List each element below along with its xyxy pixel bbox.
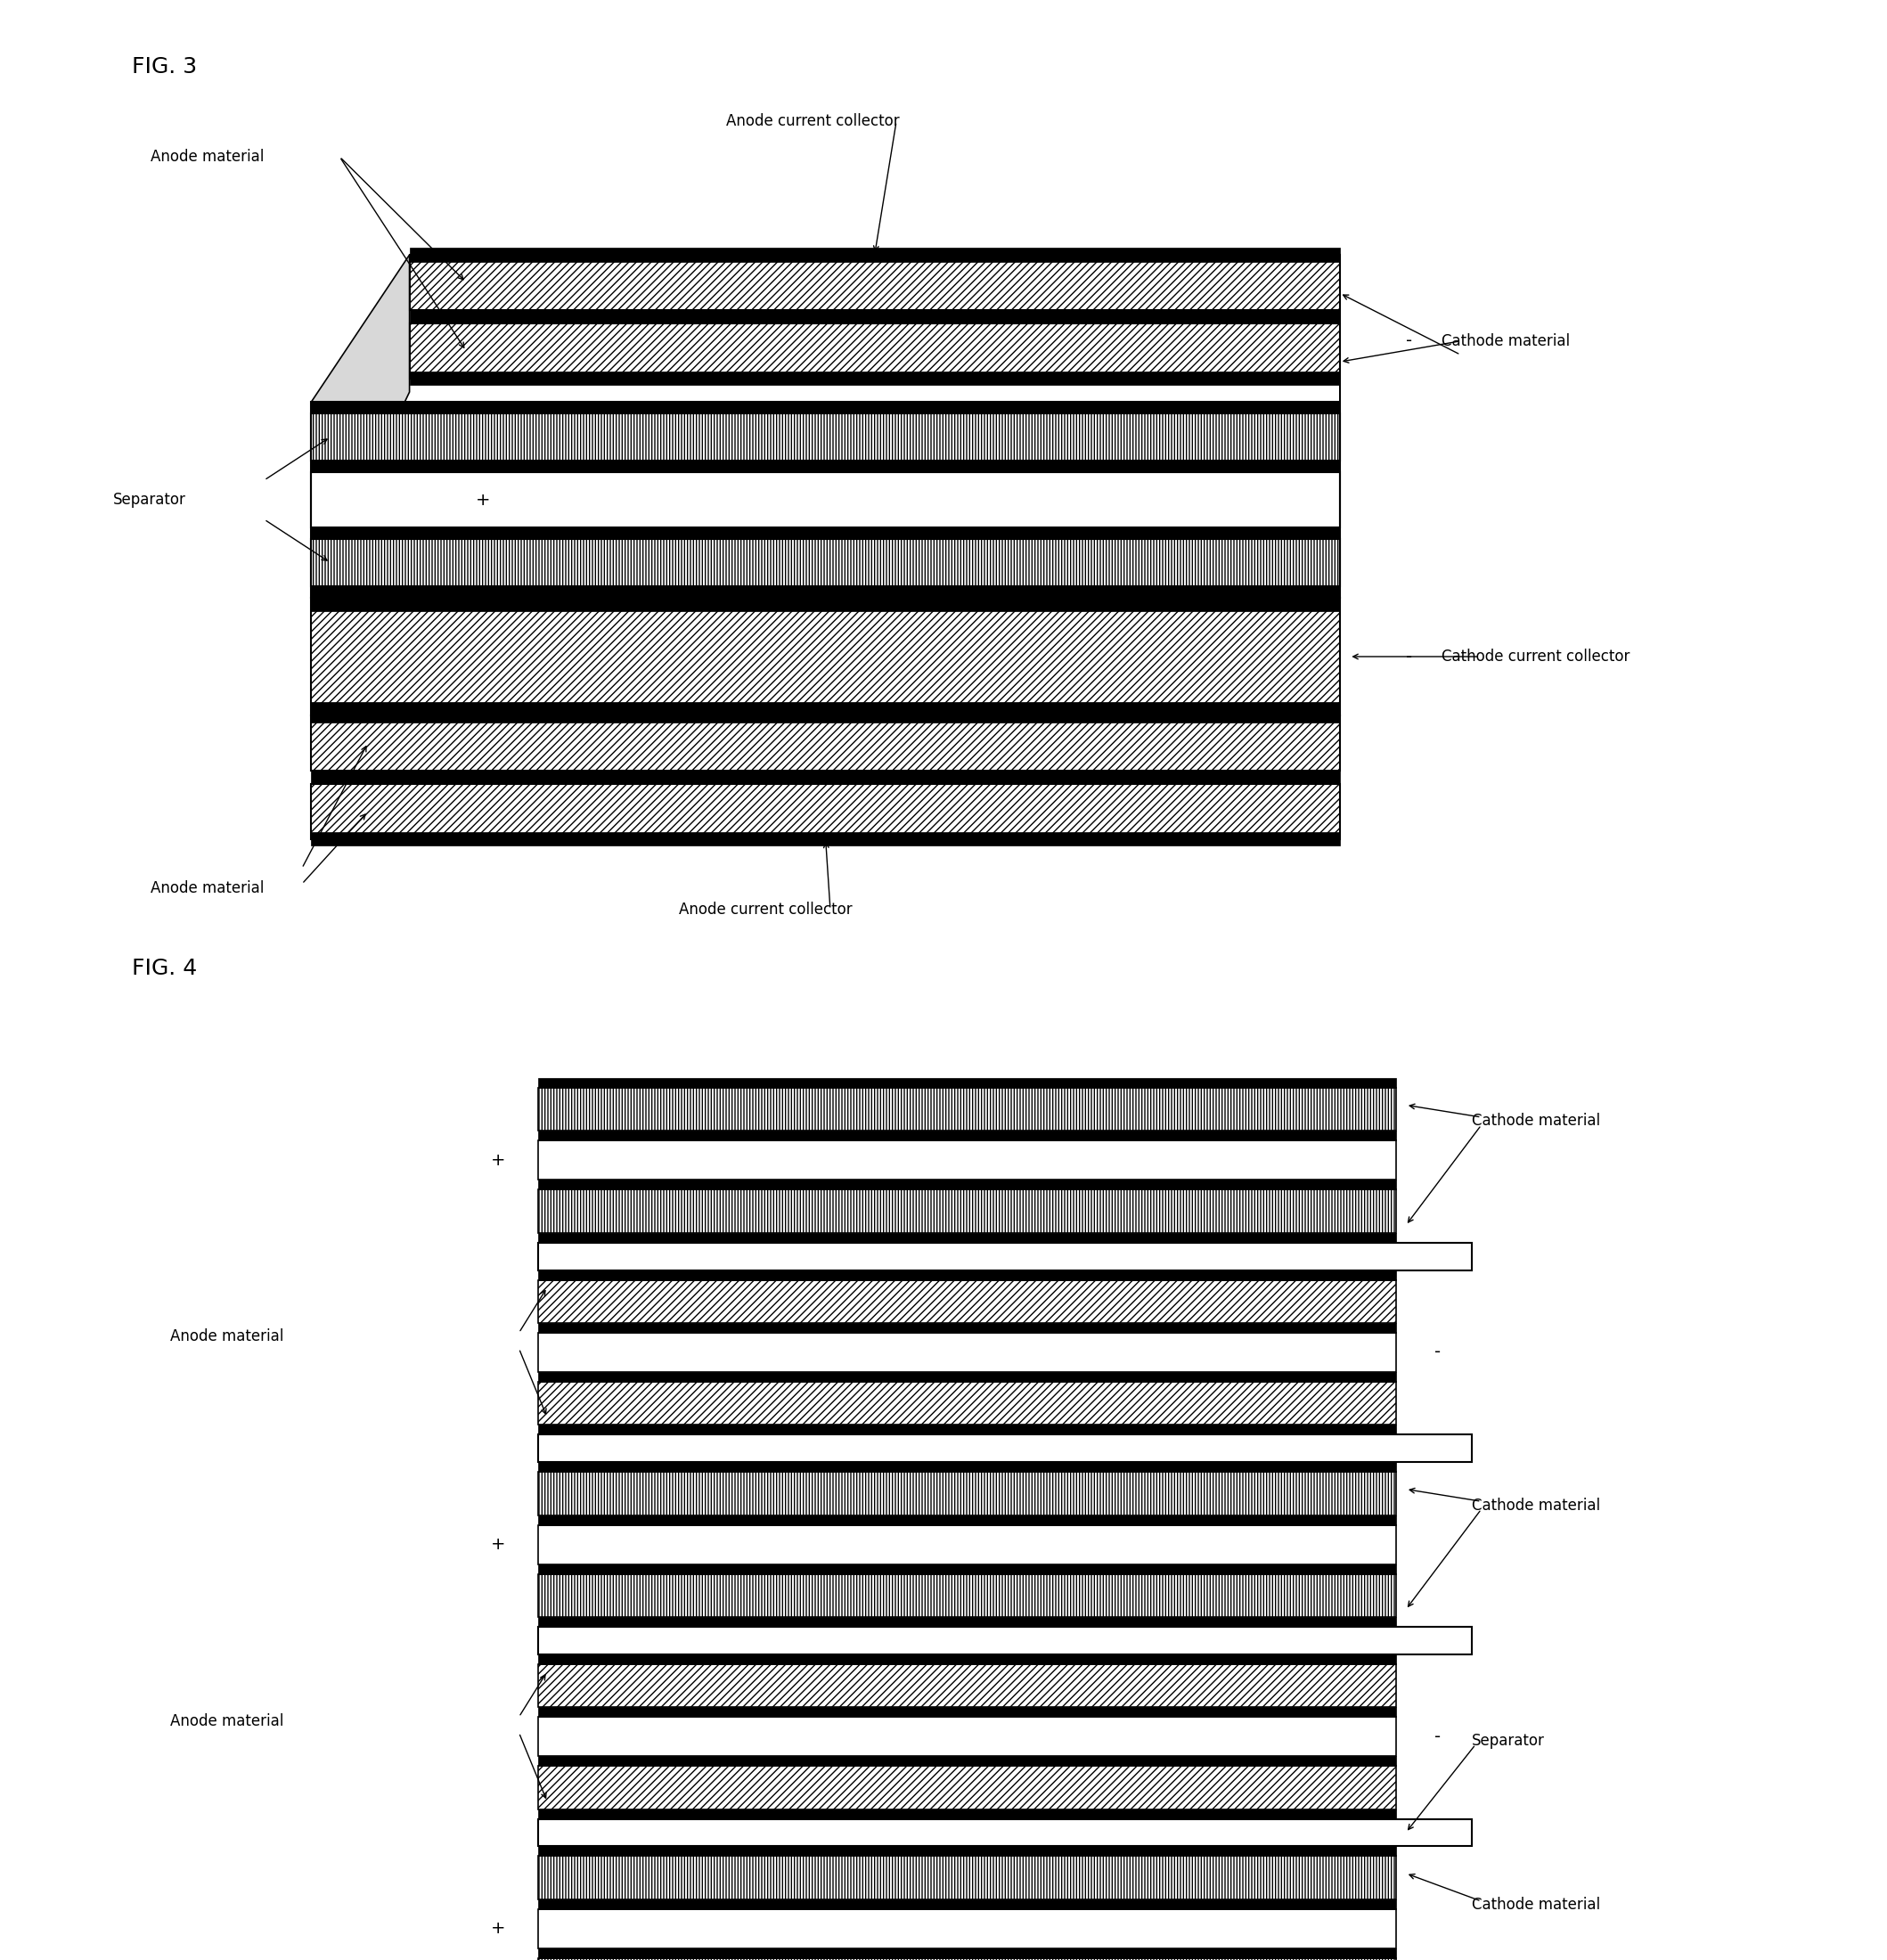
Text: -: -: [1434, 1729, 1440, 1744]
Bar: [538, 1180, 1396, 1190]
Text: Anode material: Anode material: [170, 1329, 283, 1345]
Bar: [538, 1574, 1396, 1617]
Bar: [311, 598, 1340, 612]
Bar: [311, 461, 1340, 472]
Bar: [538, 1899, 1396, 1909]
Text: +: +: [491, 1152, 506, 1168]
Bar: [311, 833, 1340, 847]
Text: Anode material: Anode material: [170, 1713, 283, 1729]
Bar: [311, 784, 1340, 839]
Bar: [311, 586, 1340, 598]
Bar: [538, 1756, 1396, 1766]
Bar: [538, 1664, 1396, 1707]
Bar: [538, 1627, 1472, 1654]
Bar: [311, 539, 1340, 586]
Text: Cathode material: Cathode material: [1472, 1113, 1600, 1129]
Text: Cathode material: Cathode material: [1472, 1897, 1600, 1913]
Bar: [311, 715, 1340, 770]
Bar: [311, 770, 1340, 784]
Text: FIG. 3: FIG. 3: [132, 57, 198, 76]
Bar: [538, 1717, 1396, 1756]
Bar: [538, 1654, 1396, 1664]
Text: -: -: [1434, 1345, 1440, 1360]
Text: FIG. 4: FIG. 4: [132, 958, 198, 978]
Bar: [409, 370, 1340, 384]
Bar: [409, 247, 1340, 261]
Text: -: -: [1406, 333, 1411, 349]
Bar: [538, 1270, 1396, 1280]
Bar: [538, 1472, 1396, 1515]
Text: +: +: [491, 1537, 506, 1552]
Text: Separator: Separator: [1472, 1733, 1545, 1748]
Bar: [538, 1131, 1396, 1141]
Bar: [538, 1190, 1396, 1233]
Bar: [409, 323, 1340, 378]
Bar: [311, 402, 1340, 598]
Bar: [538, 1846, 1396, 1856]
Bar: [538, 1809, 1396, 1819]
Bar: [538, 1078, 1396, 1088]
Text: +: +: [491, 1921, 506, 1936]
Bar: [538, 1280, 1396, 1323]
Bar: [538, 1958, 1396, 1960]
Text: +: +: [476, 492, 491, 508]
Bar: [311, 472, 1340, 527]
Bar: [538, 1525, 1396, 1564]
Text: Separator: Separator: [113, 492, 187, 508]
Bar: [538, 1243, 1472, 1270]
Bar: [311, 414, 1340, 461]
Text: Anode current collector: Anode current collector: [726, 114, 900, 129]
Bar: [538, 1233, 1396, 1243]
Text: Anode current collector: Anode current collector: [679, 902, 853, 917]
Bar: [538, 1819, 1472, 1846]
Bar: [409, 310, 1340, 323]
Bar: [538, 1766, 1396, 1809]
Bar: [538, 1515, 1396, 1525]
Text: Cathode material: Cathode material: [1472, 1497, 1600, 1513]
Polygon shape: [311, 255, 409, 598]
Bar: [311, 527, 1340, 539]
Bar: [538, 1333, 1396, 1372]
Bar: [311, 702, 1340, 715]
Bar: [538, 1948, 1396, 1958]
Bar: [538, 1141, 1396, 1180]
Bar: [311, 710, 1340, 723]
Bar: [311, 598, 1340, 715]
Bar: [538, 1088, 1396, 1131]
Bar: [538, 1382, 1396, 1425]
Bar: [538, 1617, 1396, 1627]
Text: Anode material: Anode material: [151, 880, 264, 896]
Bar: [538, 1435, 1472, 1462]
Bar: [538, 1323, 1396, 1333]
Bar: [538, 1564, 1396, 1574]
Bar: [538, 1707, 1396, 1717]
Bar: [311, 402, 1340, 414]
Text: -: -: [1406, 649, 1411, 664]
Bar: [538, 1372, 1396, 1382]
Bar: [538, 1856, 1396, 1899]
Text: Cathode material: Cathode material: [1442, 333, 1570, 349]
Text: Anode material: Anode material: [151, 149, 264, 165]
Bar: [538, 1462, 1396, 1472]
Text: Cathode current collector: Cathode current collector: [1442, 649, 1630, 664]
Bar: [409, 255, 1340, 310]
Bar: [538, 1425, 1396, 1435]
Bar: [538, 1909, 1396, 1948]
